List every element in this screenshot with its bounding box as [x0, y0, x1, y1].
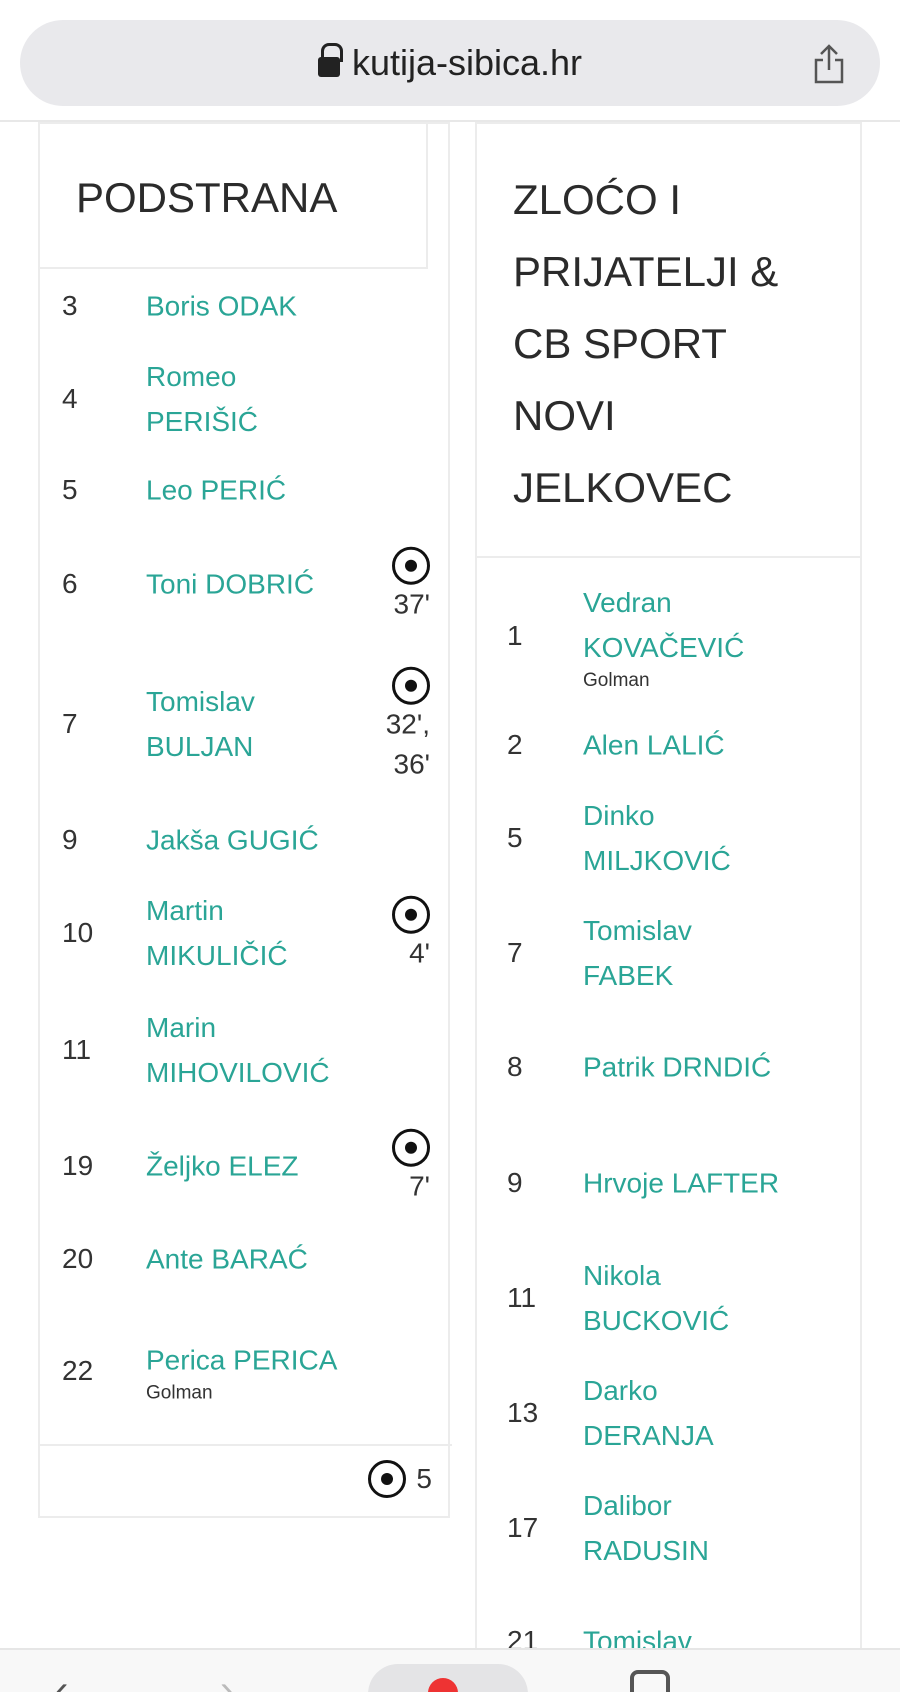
player-name: Hrvoje LAFTER [583, 1167, 780, 1199]
ball-icon [392, 546, 430, 585]
player-number: 22 [62, 1355, 94, 1386]
player-number: 17 [507, 1512, 539, 1543]
player-role: Golman [583, 670, 650, 691]
player-name-link[interactable]: Perica PERICA Golman [146, 1338, 356, 1405]
player-name-link[interactable]: Dalibor RADUSIN [583, 1483, 783, 1573]
home-lineup-card: PODSTRANA 5 3 Boris ODAK 4 Romeo PERIŠIĆ 5 Le… [38, 122, 452, 1518]
player-name-link[interactable]: Vedran KOVAČEVIĆ Golman [583, 580, 783, 692]
player-number: 3 [62, 290, 78, 321]
player-name-link[interactable]: Tomislav BULJAN [146, 679, 356, 769]
share-icon[interactable] [812, 44, 846, 84]
player-name: Romeo PERIŠIĆ [146, 361, 259, 437]
home-tab-button[interactable] [368, 1664, 528, 1692]
player-number: 11 [507, 1282, 537, 1313]
player-name-link[interactable]: Hrvoje LAFTER [583, 1161, 783, 1206]
player-name-link[interactable]: Toni DOBRIĆ [146, 562, 356, 607]
player-number: 6 [62, 568, 78, 599]
lock-icon [317, 43, 343, 79]
player-name: Darko DERANJA [583, 1375, 714, 1451]
player-name-link[interactable]: Patrik DRNDIĆ [583, 1045, 783, 1090]
goal-minutes: 37' [393, 588, 431, 620]
player-number: 7 [62, 708, 78, 739]
player-name: Patrik DRNDIĆ [583, 1051, 772, 1083]
browser-bottom-bar: ‹ › [0, 1648, 900, 1692]
away-team-header [477, 124, 862, 558]
player-number: 20 [62, 1243, 94, 1274]
player-name: Toni DOBRIĆ [146, 568, 315, 600]
goal-info: 4' [370, 893, 430, 974]
player-name: Dinko MILJKOVIĆ [583, 800, 731, 876]
ball-icon [392, 1128, 430, 1167]
player-number: 11 [62, 1034, 92, 1065]
divider [0, 120, 900, 122]
player-name-link[interactable]: Martin MIKULIČIĆ [146, 888, 356, 978]
player-name-link[interactable]: Marin MIHOVILOVIĆ [146, 1005, 356, 1095]
player-name: Jakša GUGIĆ [146, 824, 319, 856]
player-name: Alen LALIĆ [583, 729, 725, 761]
player-name: Perica PERICA [146, 1344, 338, 1376]
player-number: 2 [507, 729, 523, 760]
home-footer-divider [40, 1444, 452, 1446]
url-text: kutija-sibica.hr [351, 42, 583, 83]
player-number: 5 [507, 822, 523, 853]
player-name: Željko ELEZ [146, 1150, 299, 1182]
player-name-link[interactable]: Darko DERANJA [583, 1368, 783, 1458]
home-total-goals: 5 [368, 1460, 432, 1498]
player-name: Tomislav BULJAN [146, 686, 255, 762]
player-name: Boris ODAK [146, 290, 297, 322]
player-name-link[interactable]: Tomislav FABEK [583, 908, 783, 998]
forward-icon[interactable]: › [220, 1668, 234, 1692]
player-name-link[interactable]: Leo PERIĆ [146, 468, 356, 513]
player-number: 10 [62, 917, 94, 948]
player-name-link[interactable]: Jakša GUGIĆ [146, 818, 356, 863]
player-role: Golman [146, 1382, 213, 1404]
player-name: Martin MIKULIČIĆ [146, 895, 288, 971]
player-name-link[interactable]: Nikola BUCKOVIĆ [583, 1253, 783, 1343]
player-number: 5 [62, 474, 78, 505]
ball-icon [392, 895, 430, 934]
player-name: Ante BARAĆ [146, 1243, 308, 1275]
player-number: 1 [507, 620, 523, 651]
player-name-link[interactable]: Željko ELEZ [146, 1144, 356, 1189]
back-icon[interactable]: ‹ [55, 1668, 69, 1692]
player-name: Dalibor RADUSIN [583, 1490, 710, 1566]
goal-minutes: 7' [409, 1170, 430, 1202]
player-number: 13 [507, 1397, 539, 1428]
ball-icon [392, 666, 430, 705]
player-number: 8 [507, 1051, 523, 1082]
player-name-link[interactable]: Dinko MILJKOVIĆ [583, 793, 783, 883]
goal-minutes: 4' [409, 937, 430, 969]
goal-info: 32', 36' [370, 664, 430, 785]
player-name: Nikola BUCKOVIĆ [583, 1260, 730, 1336]
player-name: Vedran KOVAČEVIĆ [583, 587, 745, 663]
player-name-link[interactable]: Alen LALIĆ [583, 723, 783, 768]
goal-info: 7' [370, 1126, 430, 1207]
total-goals-value: 5 [416, 1463, 432, 1494]
player-name: Tomislav FABEK [583, 915, 692, 991]
player-name: Marin MIHOVILOVIĆ [146, 1012, 330, 1088]
player-name-link[interactable]: Boris ODAK [146, 284, 356, 329]
goal-minutes: 32', 36' [385, 708, 430, 780]
player-number: 9 [62, 824, 78, 855]
player-number: 9 [507, 1167, 523, 1198]
player-name-link[interactable]: Ante BARAĆ [146, 1237, 356, 1282]
player-number: 19 [62, 1150, 94, 1181]
player-number: 4 [62, 383, 78, 414]
home-team-header [40, 124, 428, 269]
player-number: 7 [507, 937, 523, 968]
goal-info: 37' [370, 544, 430, 625]
tabs-icon[interactable] [630, 1670, 670, 1692]
ball-icon [368, 1460, 407, 1498]
address-bar[interactable]: kutija-sibica.hr [20, 20, 880, 106]
player-name-link[interactable]: Romeo PERIŠIĆ [146, 354, 356, 444]
away-lineup-card: ZLOĆO I PRIJATELJI & CB SPORT NOVI JELKO… [475, 122, 862, 1662]
player-name: Leo PERIĆ [146, 474, 287, 506]
away-team-name: ZLOĆO I PRIJATELJI & CB SPORT NOVI JELKO… [513, 176, 779, 511]
home-team-name: PODSTRANA [76, 174, 338, 221]
